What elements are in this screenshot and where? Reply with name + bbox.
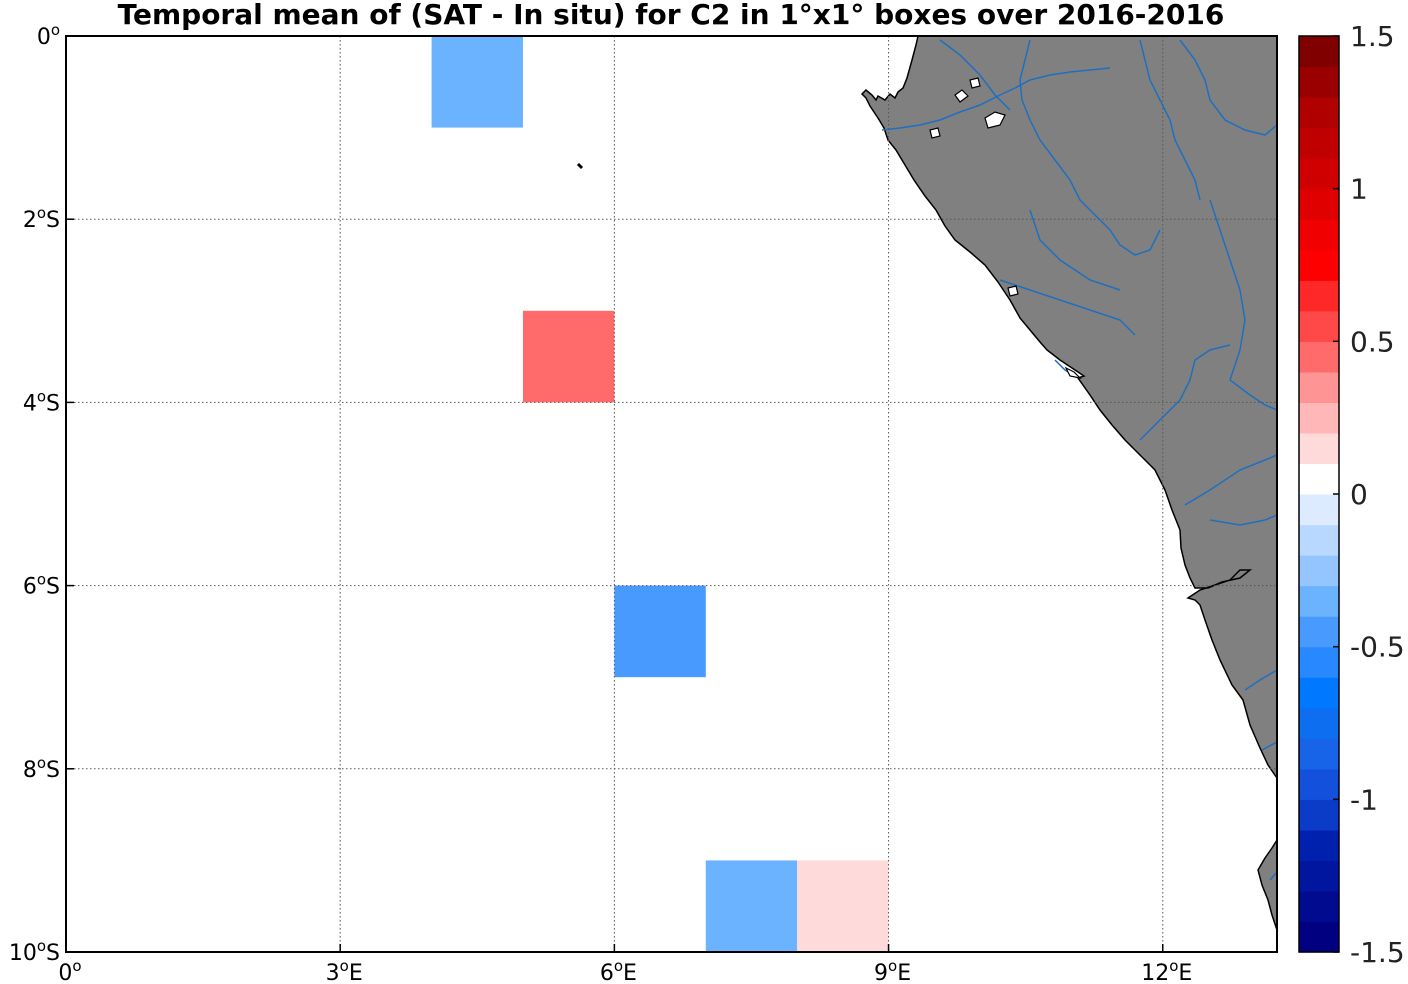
colorbar-tick-label: 0 [1350,478,1368,511]
y-tick-label: 6oS [23,571,60,600]
rivers [881,39,1278,881]
colorbar-level-22 [1299,249,1339,281]
colorbar-level-8 [1299,677,1339,709]
colorbar-level-7 [1299,707,1339,739]
colorbar-level-2 [1299,860,1339,892]
colorbar-level-1 [1299,890,1339,923]
data-cell-2 [614,585,706,678]
land-mass-south [1257,837,1278,931]
colorbar-tick-label: 1.5 [1350,20,1395,53]
colorbar-level-27 [1299,97,1339,129]
colorbar-level-16 [1299,432,1339,465]
data-cell-1 [522,310,615,403]
colorbar-level-4 [1299,799,1339,831]
colorbar-level-25 [1299,158,1339,190]
data-cell-3 [705,860,798,952]
y-tick-label: 4oS [23,387,60,416]
colorbar-level-3 [1299,829,1339,861]
colorbar-level-24 [1299,188,1339,220]
colorbar-level-12 [1299,555,1339,587]
colorbar-level-0 [1299,921,1339,953]
colorbar-level-6 [1299,738,1339,770]
x-axis: 0o 3oE 6oE 9oE 12oE [58,944,1192,984]
coastline-details [929,77,1082,379]
colorbar-level-19 [1299,341,1339,373]
colorbar-level-20 [1299,310,1339,342]
island [576,162,584,170]
colorbar-tick-label: -1.5 [1350,936,1405,969]
data-cell-4 [797,860,889,952]
data-cell-0 [431,36,523,128]
colorbar-tick-label: 1 [1350,173,1368,206]
y-axis: 0o 2oS 4oS 6oS 8oS 10oS [9,21,74,966]
colorbar-level-23 [1299,219,1339,251]
plot-area [65,35,1278,953]
x-tick-label: 9oE [874,957,911,984]
colorbar-level-11 [1299,585,1339,617]
x-tick-label: 0o [58,957,81,984]
x-tick-label: 12oE [1141,957,1192,984]
plot-frame [65,35,1278,953]
data-cells [431,36,889,952]
colorbar-level-14 [1299,494,1339,526]
land-mass [860,35,1278,781]
gridlines [66,36,1277,952]
y-tick-label: 10oS [9,937,60,966]
y-tick-label: 8oS [23,754,60,783]
colorbar-level-26 [1299,127,1339,159]
y-tick-label: 0o [37,21,60,50]
colorbar-level-29 [1299,36,1339,68]
colorbar-tick-label: -0.5 [1350,631,1405,664]
colorbar [1298,35,1340,953]
colorbar-level-15 [1299,463,1339,495]
x-tick-label: 3oE [326,957,363,984]
colorbar-level-17 [1299,402,1339,434]
colorbar-level-18 [1299,371,1339,403]
x-tick-label: 6oE [600,957,637,984]
colorbar-tick-label: 0.5 [1350,325,1395,358]
colorbar-level-13 [1299,524,1339,556]
colorbar-level-21 [1299,280,1339,312]
chart-title: Temporal mean of (SAT - In situ) for C2 … [117,0,1225,31]
colorbar-tick-label: -1 [1350,783,1378,816]
colorbar-level-10 [1299,616,1339,648]
colorbar-level-9 [1299,646,1339,678]
colorbar-ticks: 1.5 1 0.5 0 -0.5 -1 -1.5 [1333,20,1405,969]
colorbar-level-5 [1299,768,1339,800]
colorbar-level-28 [1299,66,1339,98]
y-tick-label: 2oS [23,204,60,233]
